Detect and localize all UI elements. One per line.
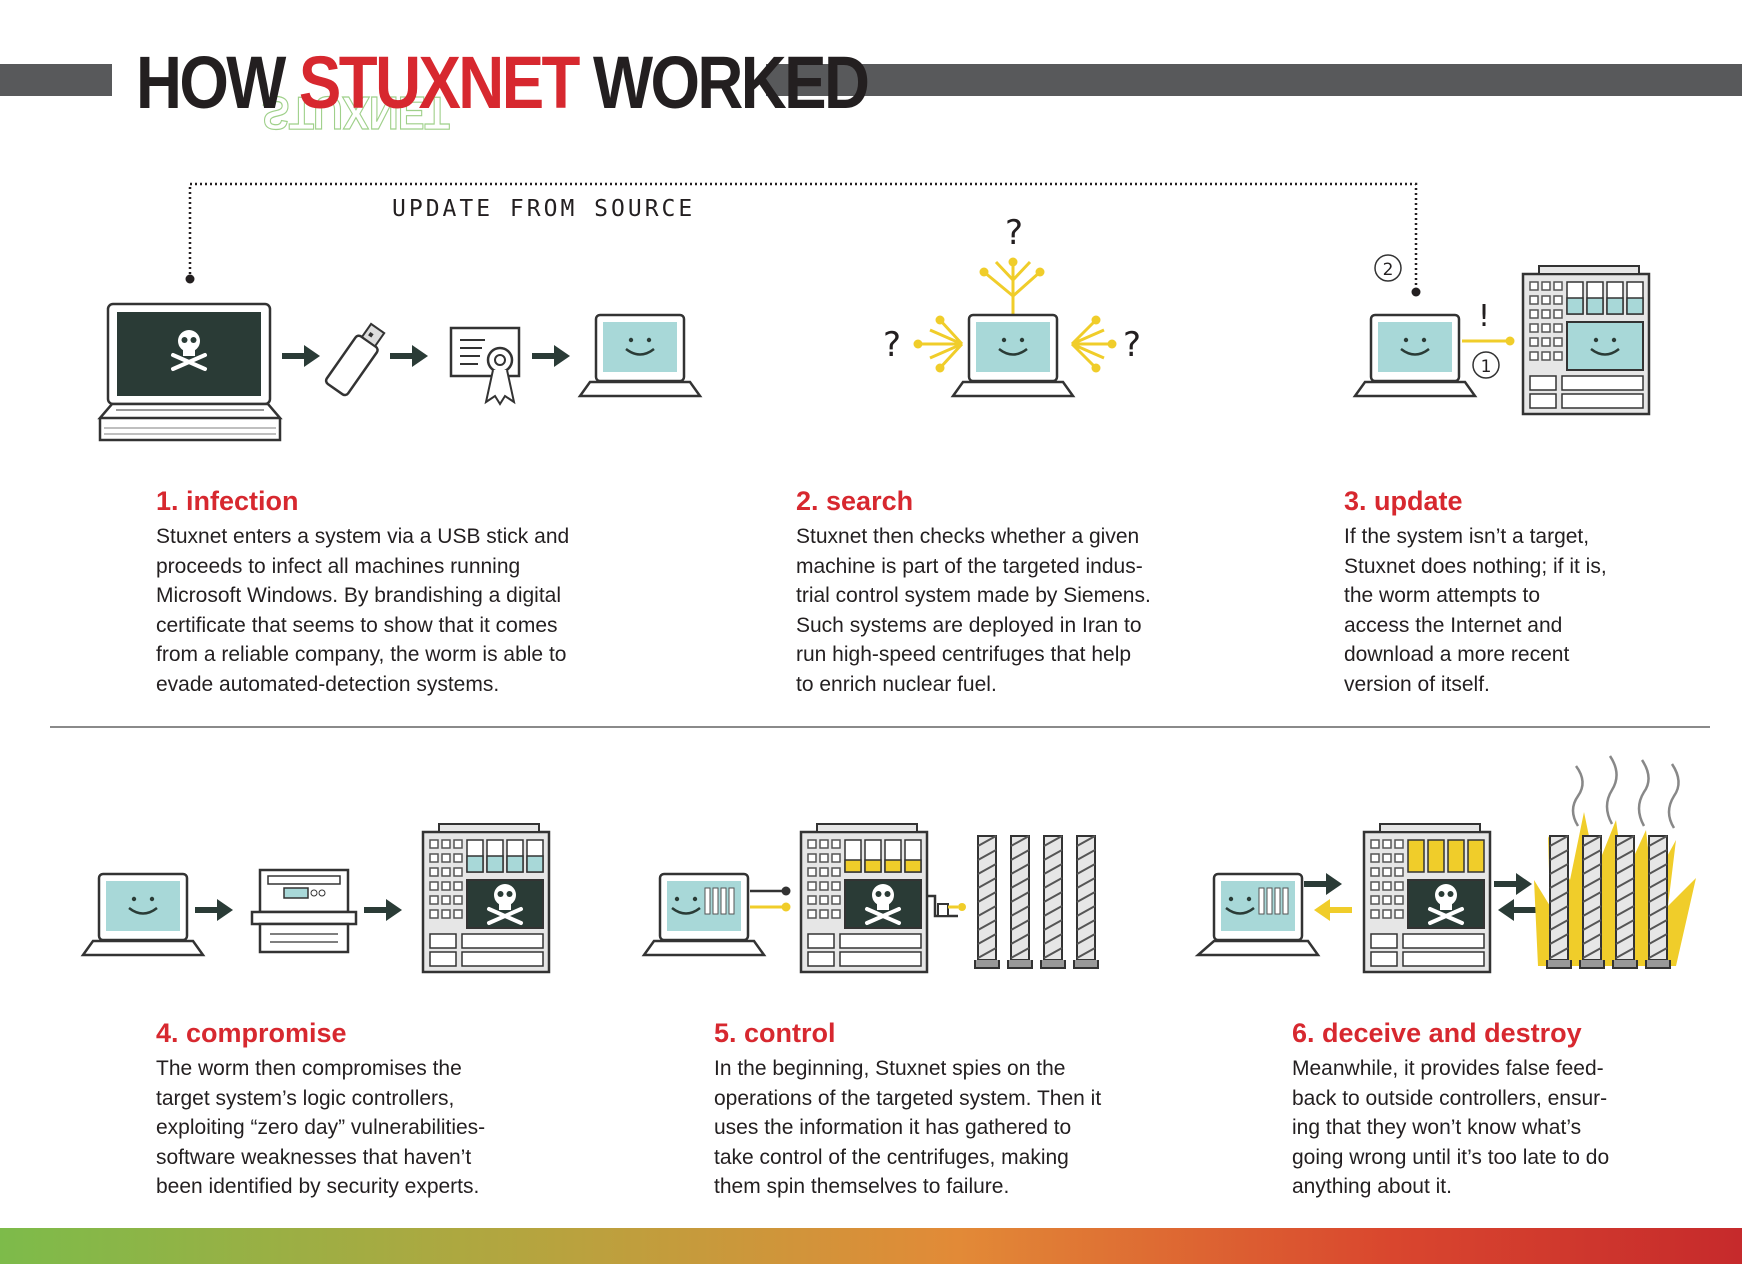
step-description: In the beginning, Stuxnet spies on the o… (714, 1057, 1102, 1198)
plc-infected-icon (421, 823, 551, 974)
question-mark-top: ? (1005, 213, 1023, 253)
control-laptop-icon (641, 872, 767, 957)
title-word-how: HOW (136, 41, 286, 124)
plc-spy-icon (799, 823, 929, 974)
plc-destroy-icon (1362, 823, 1492, 974)
search-laptop-icon (950, 313, 1076, 398)
step-description: Meanwhile, it provides false feed- back … (1292, 1057, 1610, 1198)
arrow-right-icon (195, 899, 233, 921)
update-laptop-icon (1352, 313, 1478, 398)
step-description: Stuxnet enters a system via a USB stick … (156, 525, 570, 696)
step-title: 6. deceive and destroy (1292, 1018, 1582, 1048)
loop-start-dot (1411, 287, 1421, 297)
smoke-icon (1571, 755, 1680, 829)
step-title: 2. search (796, 486, 914, 516)
arrow-left-icon (1498, 899, 1536, 921)
arrow-right-icon (1494, 873, 1532, 895)
question-mark-left: ? (883, 325, 901, 365)
step-deceive-destroy: 6. deceive and destroy Meanwhile, it pro… (1292, 1018, 1732, 1202)
clean-laptop-icon (577, 313, 703, 398)
question-mark-right: ? (1123, 325, 1141, 365)
title-word-worked: WORKED (592, 41, 870, 124)
update-loop-path (188, 182, 1418, 292)
update-from-source-label: UPDATE FROM SOURCE (392, 196, 696, 222)
header-bar-right (766, 64, 1742, 96)
arrow-right-icon (532, 345, 570, 367)
search-network-icon (918, 260, 1112, 370)
arrow-right-icon (390, 345, 428, 367)
step-title: 5. control (714, 1018, 836, 1048)
marker-1: 1 (1481, 357, 1492, 377)
arrow-right-icon (364, 899, 402, 921)
step-update: 3. update If the system isn’t a target, … (1344, 486, 1724, 699)
printer-icon (250, 868, 358, 954)
marker-2: 2 (1383, 260, 1394, 280)
centrifuge-group-icon (974, 835, 1099, 969)
deceived-laptop-icon (1194, 872, 1321, 957)
infected-laptop-icon (97, 302, 283, 442)
plc-controller-icon (1521, 265, 1651, 416)
arrow-right-icon (282, 345, 320, 367)
certificate-icon (449, 326, 521, 406)
step-search: 2. search Stuxnet then checks whether a … (796, 486, 1316, 699)
compromise-laptop-icon (80, 872, 206, 957)
usb-stick-icon (324, 322, 386, 397)
false-feedback-arrow-icon (1314, 899, 1352, 921)
step-title: 4. compromise (156, 1018, 347, 1048)
exclamation-mark: ! (1478, 299, 1490, 334)
step-infection: 1. infection Stuxnet enters a system via… (156, 486, 716, 699)
title-word-stuxnet: STUXNET (298, 41, 581, 124)
step-description: Stuxnet then checks whether a given mach… (796, 525, 1151, 696)
step-title: 1. infection (156, 486, 299, 516)
step-description: The worm then compromises the target sys… (156, 1057, 486, 1198)
step-control: 5. control In the beginning, Stuxnet spi… (714, 1018, 1254, 1202)
step-title: 3. update (1344, 486, 1463, 516)
arrow-right-icon (1304, 873, 1342, 895)
loop-end-dot (185, 274, 195, 284)
footer-gradient-bar (0, 1228, 1742, 1264)
page-title: HOW STUXNET WORKED (136, 38, 870, 128)
step-compromise: 4. compromise The worm then compromises … (156, 1018, 676, 1202)
section-divider (50, 726, 1710, 728)
header-bar-left (0, 64, 112, 96)
step-description: If the system isn’t a target, Stuxnet do… (1344, 525, 1607, 696)
